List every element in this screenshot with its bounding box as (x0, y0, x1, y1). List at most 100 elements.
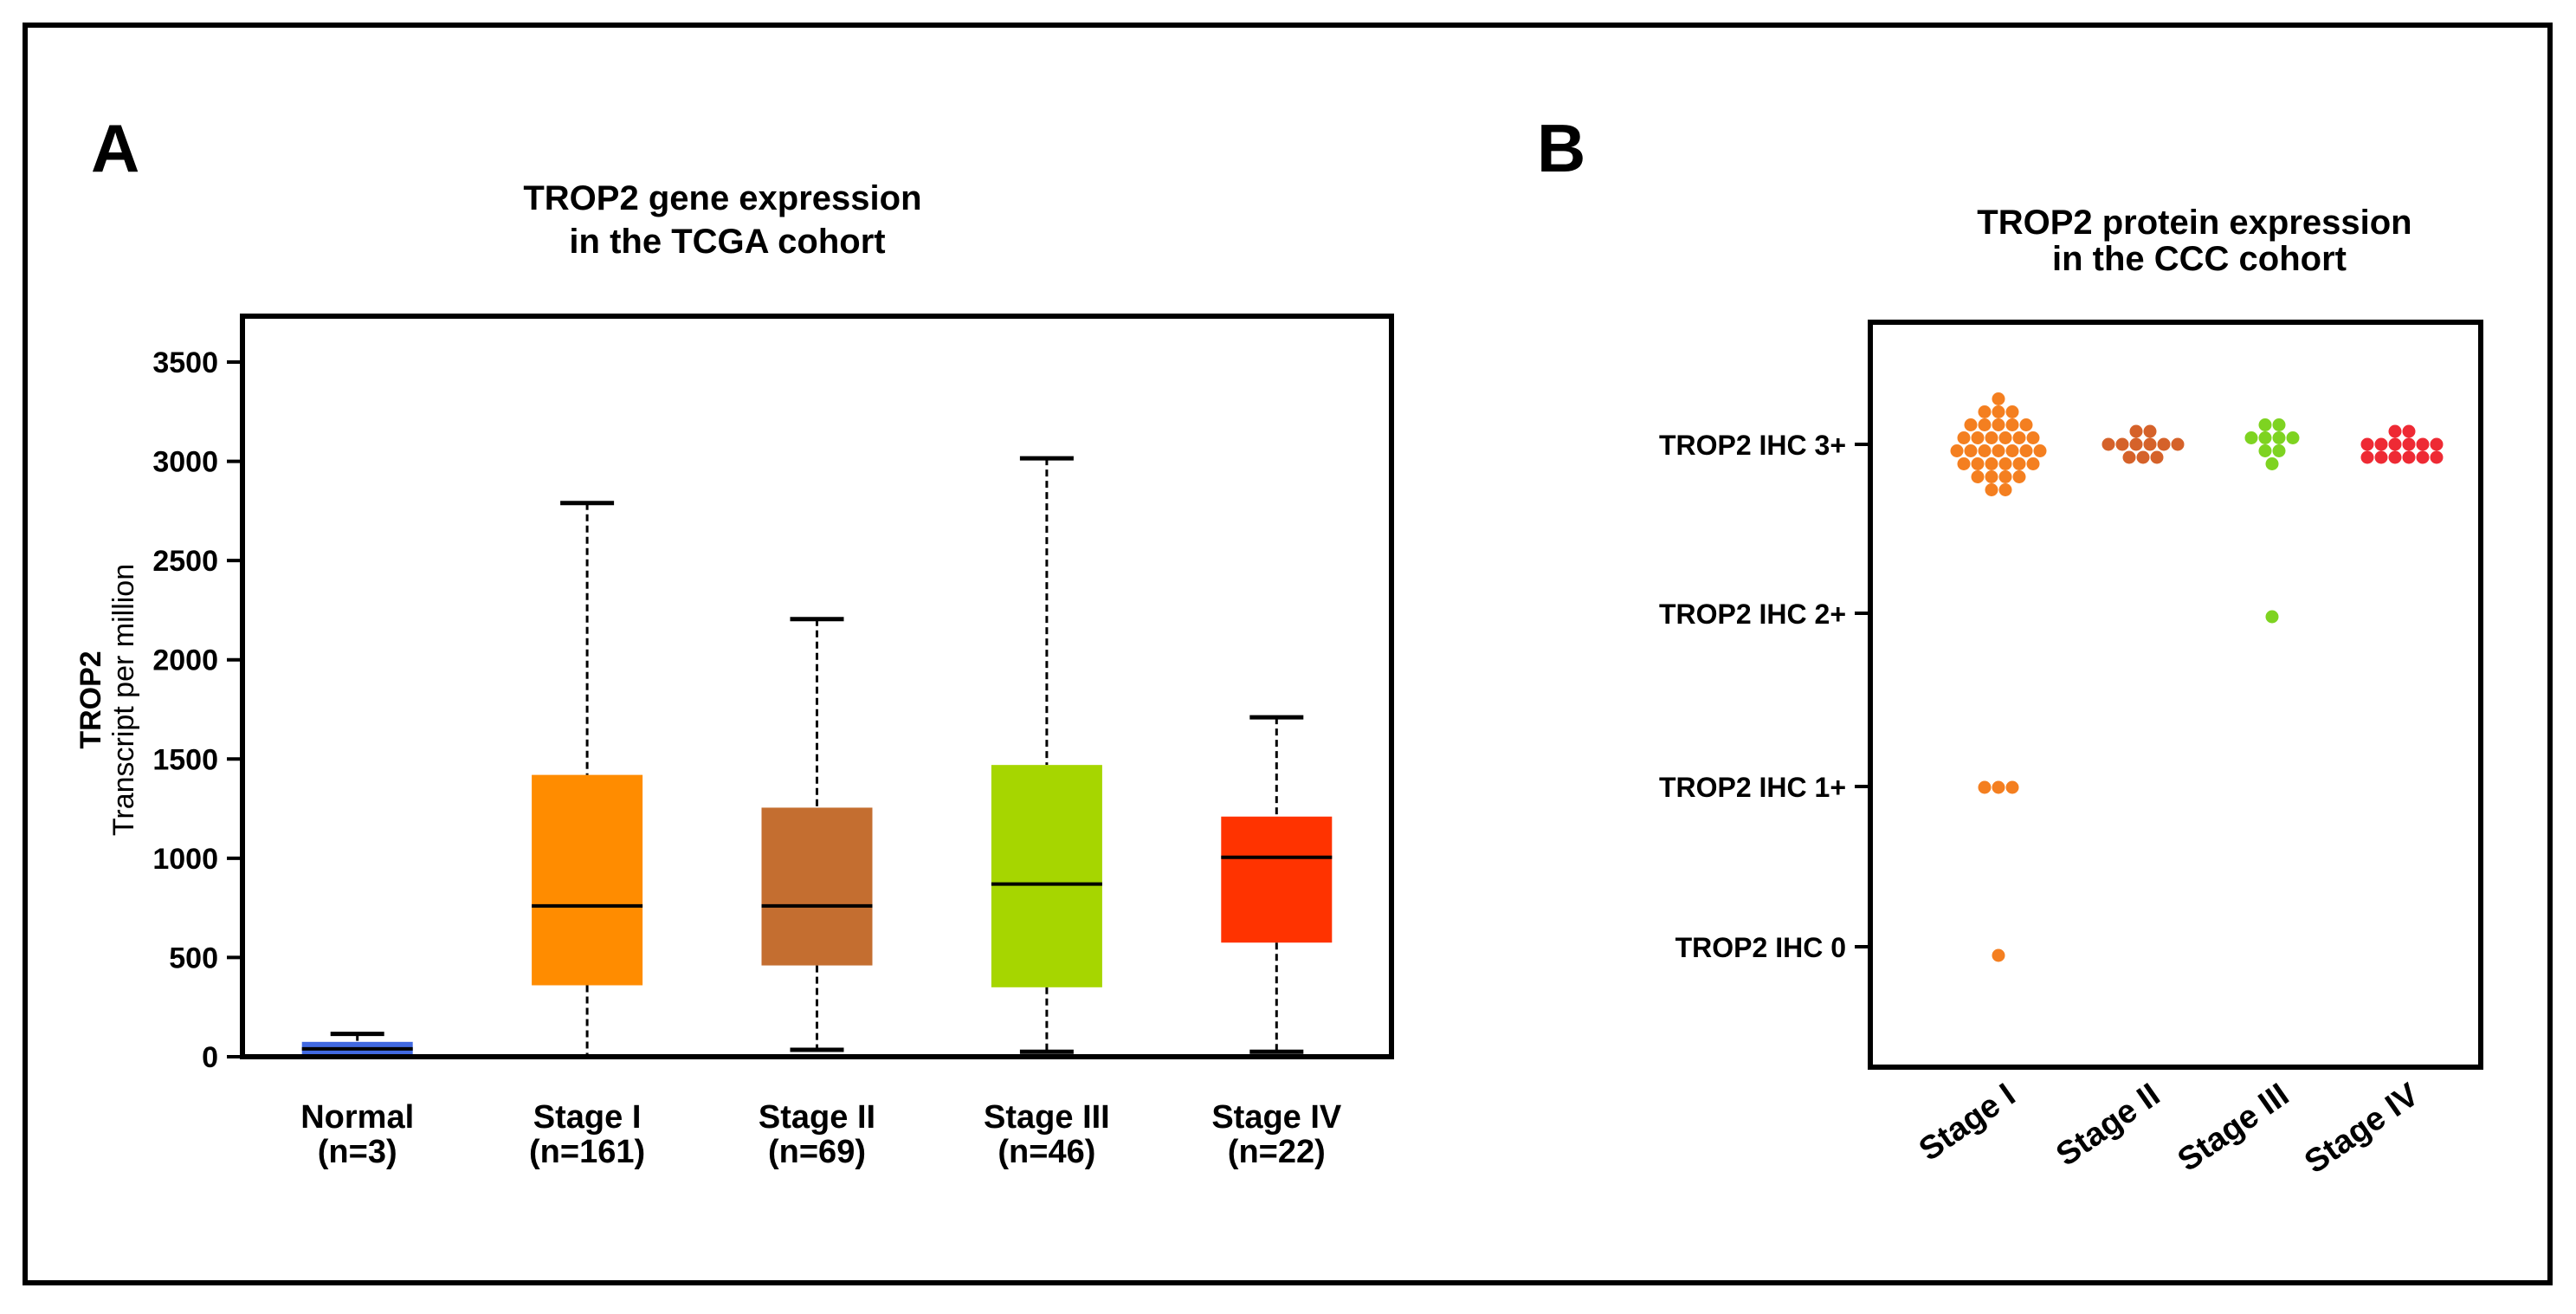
x-tick-label: Normal (300, 1099, 414, 1136)
data-dot (1971, 431, 1985, 444)
chart-b-title: TROP2 protein expression in the CCC coho… (1977, 204, 2421, 278)
chart-b-y-axis: TROP2 IHC 0 TROP2 IHC 1+ TROP2 IHC 2+ TROP2… (1659, 430, 1870, 963)
data-dot (2129, 424, 2143, 438)
y-tick-label: TROP2 IHC 1+ (1659, 772, 1846, 803)
data-dot (1992, 418, 2005, 431)
data-dot (1957, 431, 1971, 444)
data-dot (2360, 450, 2374, 464)
data-dot (2265, 610, 2279, 624)
x-tick-label: Stage IV (1211, 1099, 1342, 1136)
data-dot (2388, 437, 2402, 451)
data-dot (2360, 437, 2374, 451)
chart-a-ylabel-2: Transcript per million (107, 564, 140, 836)
panel-label-a: A (91, 110, 139, 186)
data-dot (2005, 444, 2019, 457)
data-dot (1998, 457, 2012, 470)
data-dot (2388, 450, 2402, 464)
box-stage-iii (991, 456, 1102, 1054)
box-iqr (991, 765, 1102, 987)
data-dot (1998, 431, 2012, 444)
box-stage-i (532, 501, 643, 1056)
data-dot (2402, 450, 2416, 464)
data-dot (2286, 431, 2300, 444)
data-dot (2171, 437, 2185, 451)
data-dot (1978, 405, 1992, 418)
dots-stage-iii (2244, 418, 2300, 624)
chart-a-ylabel-1: TROP2 (74, 651, 107, 748)
y-tick-label: 1500 (152, 743, 218, 776)
data-dot (2388, 424, 2402, 438)
data-dot (2012, 470, 2026, 483)
data-dot (2026, 431, 2040, 444)
box-iqr (532, 774, 643, 986)
data-dot (2258, 444, 2272, 457)
data-dot (2402, 424, 2416, 438)
data-dot (2026, 457, 2040, 470)
dots-stage-iv (2360, 424, 2444, 464)
data-dot (2019, 444, 2033, 457)
data-dot (2143, 437, 2157, 451)
data-dot (1957, 457, 1971, 470)
y-tick-label: 3500 (152, 346, 218, 379)
x-tick-count: (n=46) (997, 1134, 1095, 1170)
data-dot (2272, 431, 2286, 444)
data-dot (1971, 457, 1985, 470)
data-dot (2129, 437, 2143, 451)
box-iqr (1221, 816, 1333, 943)
data-dot (2157, 437, 2171, 451)
y-tick-label: 2500 (152, 545, 218, 578)
data-dot (1998, 470, 2012, 483)
y-tick-label: 3000 (152, 446, 218, 479)
dots-stage-ii (2101, 424, 2185, 464)
data-dot (1985, 431, 1998, 444)
data-dot (2005, 418, 2019, 431)
chart-a: TROP2 gene expression in the TCGA cohort… (74, 179, 1394, 1170)
data-dot (1985, 470, 1998, 483)
y-tick-label: TROP2 IHC 0 (1675, 932, 1846, 963)
chart-b-dots (1950, 392, 2444, 962)
data-dot (2430, 437, 2444, 451)
x-tick-label: Stage II (2050, 1077, 2166, 1174)
chart-a-title-line: in the TCGA cohort (569, 223, 885, 261)
y-tick-label: TROP2 IHC 2+ (1659, 599, 1846, 630)
data-dot (1964, 418, 1978, 431)
dots-stage-i (1950, 392, 2047, 962)
chart-a-title-line: TROP2 gene expression (523, 179, 921, 217)
data-dot (1985, 483, 1998, 496)
data-dot (2101, 437, 2115, 451)
box-normal (301, 1032, 413, 1057)
chart-a-boxes (301, 456, 1333, 1057)
data-dot (1971, 470, 1985, 483)
data-dot (1978, 444, 1992, 457)
y-tick-label: 2000 (152, 644, 218, 677)
data-dot (1992, 392, 2005, 405)
data-dot (2258, 418, 2272, 431)
data-dot (2005, 405, 2019, 418)
data-dot (2150, 450, 2164, 464)
chart-a-plot-frame (240, 314, 1394, 1059)
data-dot (1992, 444, 2005, 457)
data-dot (2005, 780, 2019, 794)
x-tick-count: (n=3) (318, 1134, 397, 1170)
x-tick-count: (n=69) (768, 1134, 866, 1170)
chart-a-y-axis: 0 500 1000 1500 2000 2500 3000 3500 (152, 346, 242, 1074)
outer-frame (23, 23, 2553, 1285)
data-dot (1992, 405, 2005, 418)
chart-b: TROP2 protein expression in the CCC coho… (1659, 204, 2483, 1181)
data-dot (2416, 450, 2430, 464)
panel-label-b: B (1537, 110, 1585, 186)
data-dot (2122, 450, 2136, 464)
x-tick-label: Stage II (759, 1099, 875, 1136)
y-tick-label: 1000 (152, 843, 218, 876)
data-dot (2430, 450, 2444, 464)
data-dot (2115, 437, 2129, 451)
data-dot (1998, 483, 2012, 496)
x-tick-label: Stage III (984, 1099, 1110, 1136)
data-dot (1950, 444, 1964, 457)
data-dot (2272, 418, 2286, 431)
data-dot (2416, 437, 2430, 451)
x-tick-count: (n=161) (529, 1134, 645, 1170)
data-dot (2143, 424, 2157, 438)
data-dot (2012, 457, 2026, 470)
